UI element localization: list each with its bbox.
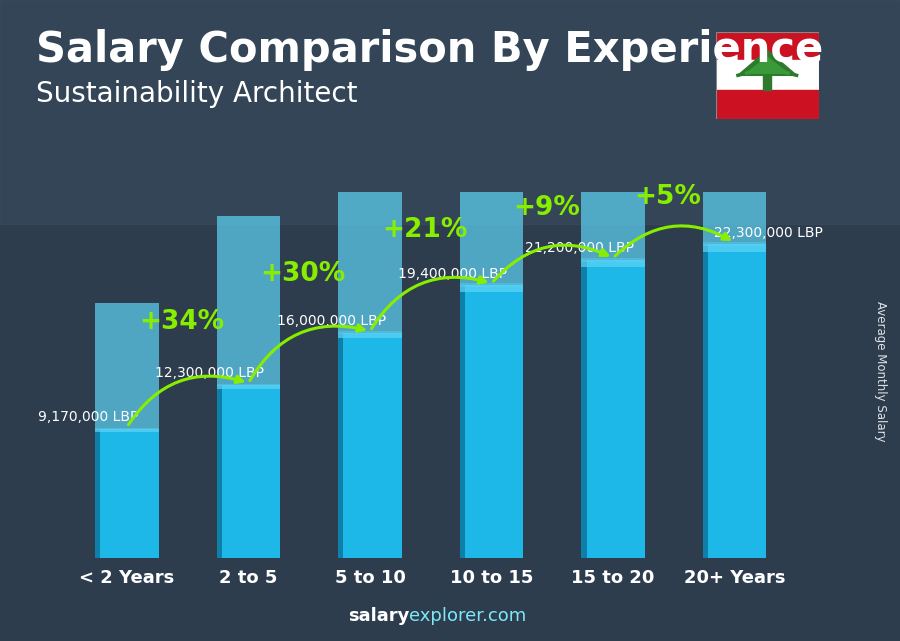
Bar: [460, 285, 523, 558]
Bar: [581, 0, 644, 267]
Text: 21,200,000 LBP: 21,200,000 LBP: [525, 242, 634, 255]
Text: salary: salary: [348, 607, 410, 625]
Bar: [716, 90, 819, 119]
Bar: [0, 0, 900, 224]
Text: +5%: +5%: [634, 183, 701, 210]
Text: +21%: +21%: [382, 217, 467, 243]
Bar: [581, 260, 644, 558]
Text: Average Monthly Salary: Average Monthly Salary: [874, 301, 886, 442]
Bar: [703, 244, 708, 558]
Text: Salary Comparison By Experience: Salary Comparison By Experience: [36, 29, 824, 71]
Bar: [95, 303, 158, 432]
Text: 16,000,000 LBP: 16,000,000 LBP: [276, 315, 386, 328]
Text: explorer.com: explorer.com: [410, 607, 526, 625]
Bar: [703, 0, 766, 252]
Bar: [460, 19, 523, 292]
Bar: [338, 333, 344, 558]
Bar: [703, 242, 766, 246]
Bar: [217, 216, 280, 389]
Bar: [460, 285, 465, 558]
Bar: [460, 283, 523, 287]
Text: 9,170,000 LBP: 9,170,000 LBP: [38, 410, 139, 424]
Bar: [581, 258, 644, 262]
Text: 12,300,000 LBP: 12,300,000 LBP: [155, 367, 264, 381]
Bar: [95, 429, 158, 558]
Text: 22,300,000 LBP: 22,300,000 LBP: [715, 226, 824, 240]
Text: Sustainability Architect: Sustainability Architect: [36, 80, 357, 108]
Bar: [95, 429, 101, 558]
Bar: [716, 60, 819, 90]
Bar: [217, 385, 222, 558]
Polygon shape: [738, 50, 796, 76]
Polygon shape: [746, 57, 788, 73]
Text: 19,400,000 LBP: 19,400,000 LBP: [398, 267, 508, 281]
Bar: [581, 260, 587, 558]
Bar: [217, 384, 280, 386]
Text: +9%: +9%: [513, 196, 580, 221]
Bar: [217, 385, 280, 558]
Bar: [716, 32, 819, 60]
Bar: [763, 73, 771, 90]
Text: +30%: +30%: [260, 261, 346, 287]
Bar: [338, 333, 401, 558]
Bar: [95, 428, 158, 429]
Bar: [703, 244, 766, 558]
Text: +34%: +34%: [140, 310, 224, 335]
Bar: [338, 331, 401, 334]
Bar: [338, 113, 401, 338]
